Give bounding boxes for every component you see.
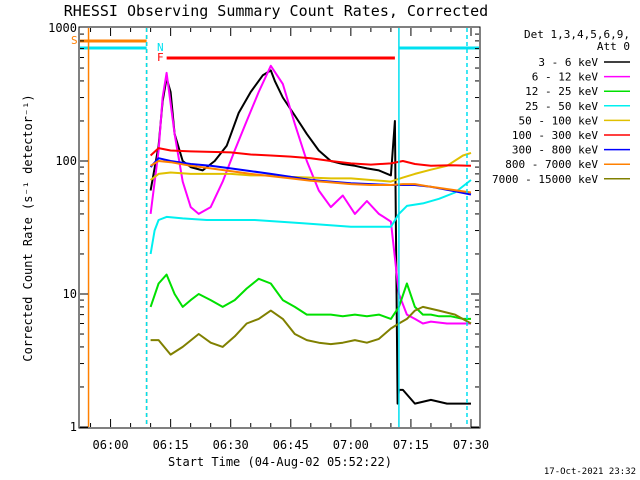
y-tick-label: 10 — [63, 287, 77, 301]
y-axis-label: Corrected Count Rate (s⁻¹ detector⁻¹) — [21, 94, 35, 361]
timestamp: 17-Oct-2021 23:32 — [544, 467, 636, 477]
x-tick-label: 06:15 — [153, 438, 189, 452]
x-tick-label: 07:15 — [393, 438, 429, 452]
legend-label-7000-15000-kev: 7000 - 15000 keV — [492, 173, 598, 186]
y-axis: 1 10 100 1000 — [48, 21, 479, 434]
flag-labels: S N F — [71, 34, 164, 64]
x-tick-label: 06:30 — [213, 438, 249, 452]
x-tick-label: 07:30 — [453, 438, 489, 452]
series-7000-15000-kev — [150, 305, 472, 356]
series-6-12-kev — [149, 64, 471, 325]
legend-header-line2: Att 0 — [597, 40, 630, 53]
legend-label-25-50-kev: 25 - 50 keV — [525, 100, 598, 113]
y-tick-label: 100 — [55, 154, 77, 168]
x-axis: 06:00 06:15 06:30 06:45 07:00 07:15 07:30 — [90, 28, 489, 452]
series-800-7000-kev — [150, 160, 472, 194]
legend: Det 1,3,4,5,6,9, Att 0 3 - 6 keV 6 - 12 k… — [492, 28, 630, 186]
series-3-6-kev — [149, 69, 471, 405]
series-12-25-kev — [149, 273, 471, 320]
chart-title: RHESSI Observing Summary Count Rates, Co… — [64, 2, 488, 20]
legend-label-300-800-kev: 300 - 800 keV — [512, 144, 598, 157]
series-300-800-kev — [149, 157, 472, 196]
series-lines — [149, 64, 472, 405]
legend-label-12-25-kev: 12 - 25 keV — [525, 85, 598, 98]
y-tick-label: 1000 — [48, 21, 77, 35]
series-50-100-kev — [149, 151, 472, 183]
interval-lines — [87, 28, 468, 427]
x-axis-label: Start Time (04-Aug-02 05:52:22) — [168, 455, 392, 469]
night-flag-label: N — [157, 41, 164, 54]
x-tick-label: 07:00 — [333, 438, 369, 452]
legend-label-50-100-kev: 50 - 100 keV — [519, 114, 599, 127]
x-tick-label: 06:45 — [273, 438, 309, 452]
flag-bars — [80, 39, 479, 60]
legend-label-6-12-kev: 6 - 12 keV — [532, 71, 599, 84]
legend-label-800-7000-kev: 800 - 7000 keV — [505, 158, 598, 171]
legend-header-line1: Det 1,3,4,5,6,9, — [524, 28, 630, 41]
legend-label-3-6-kev: 3 - 6 keV — [538, 56, 598, 69]
y-tick-label: 1 — [70, 420, 77, 434]
x-tick-label: 06:00 — [93, 438, 129, 452]
flare-flag-label: F — [157, 51, 164, 64]
saa-flag-label: S — [71, 34, 78, 47]
series-100-300-kev — [149, 147, 472, 167]
series-25-50-kev — [149, 179, 472, 255]
legend-label-100-300-kev: 100 - 300 keV — [512, 129, 598, 142]
plot-frame — [78, 26, 481, 429]
